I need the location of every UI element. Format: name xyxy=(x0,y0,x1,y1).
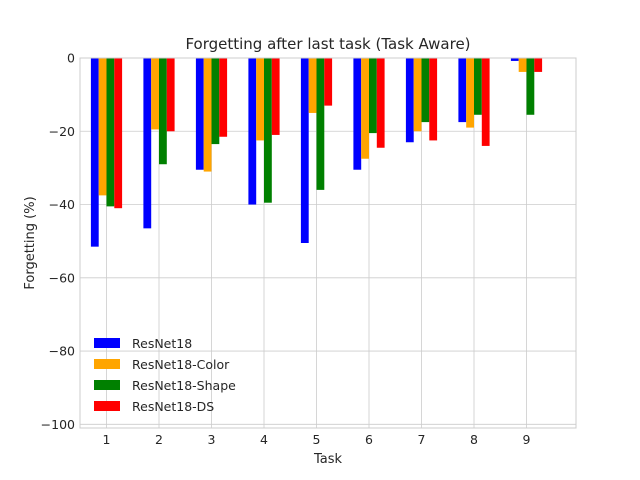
bar-4-task-9 xyxy=(534,58,543,72)
bar-4-task-5 xyxy=(324,58,333,106)
x-tick-label: 4 xyxy=(260,432,268,447)
bar-1-task-5 xyxy=(300,58,309,243)
bar-1-task-4 xyxy=(248,58,257,205)
bar-3-task-8 xyxy=(474,58,482,115)
x-tick-label: 2 xyxy=(155,432,163,447)
y-tick-label: −80 xyxy=(49,344,75,359)
x-axis-label: Task xyxy=(313,452,343,467)
y-tick-label: −60 xyxy=(49,270,75,285)
y-tick-label: −40 xyxy=(49,197,75,212)
x-tick-label: 5 xyxy=(313,432,321,447)
bars xyxy=(90,58,543,247)
bar-1-task-1 xyxy=(90,58,99,247)
legend-swatch xyxy=(94,338,120,348)
x-tick-label: 7 xyxy=(418,432,426,447)
bar-4-task-1 xyxy=(114,58,123,209)
legend-label: ResNet18-DS xyxy=(132,399,214,414)
bar-2-task-1 xyxy=(98,58,107,196)
legend-swatch xyxy=(94,359,120,369)
bar-2-task-9 xyxy=(518,58,527,72)
plot-frame xyxy=(79,57,577,429)
bar-1-task-2 xyxy=(143,58,152,229)
y-tick-label: 0 xyxy=(67,51,75,66)
chart-title: Forgetting after last task (Task Aware) xyxy=(185,35,470,53)
bar-2-task-3 xyxy=(203,58,212,172)
legend-label: ResNet18-Shape xyxy=(132,378,236,393)
bar-1-task-6 xyxy=(353,58,362,170)
bar-2-task-5 xyxy=(308,58,317,113)
bar-2-task-4 xyxy=(256,58,264,141)
x-tick-label: 8 xyxy=(470,432,478,447)
bar-3-task-9 xyxy=(526,58,535,115)
bar-3-task-2 xyxy=(159,58,167,165)
bar-1-task-3 xyxy=(195,58,204,170)
bar-4-task-3 xyxy=(219,58,228,137)
bar-4-task-8 xyxy=(481,58,490,146)
x-tick-label: 3 xyxy=(208,432,216,447)
bar-2-task-7 xyxy=(413,58,422,132)
bar-1-task-7 xyxy=(405,58,414,143)
bar-3-task-1 xyxy=(106,58,115,207)
bar-2-task-8 xyxy=(466,58,474,128)
bar-3-task-4 xyxy=(264,58,272,203)
bar-3-task-6 xyxy=(369,58,377,134)
bar-2-task-6 xyxy=(361,58,369,159)
legend-swatch xyxy=(94,401,120,411)
x-tick-label: 6 xyxy=(365,432,373,447)
bar-2-task-2 xyxy=(151,58,159,130)
x-tick-label: 9 xyxy=(523,432,531,447)
bar-3-task-5 xyxy=(316,58,325,190)
bar-3-task-7 xyxy=(421,58,430,123)
legend-label: ResNet18 xyxy=(132,336,192,351)
bar-4-task-6 xyxy=(376,58,385,148)
legend: ResNet18 ResNet18-Color ResNet18-Shape ResN… xyxy=(94,336,236,414)
tick-labels: 0 −20 −40 −60 −80 −100 1 2 3 4 5 6 7 8 9 xyxy=(41,51,531,448)
bar-1-task-9 xyxy=(510,58,519,61)
y-tick-label: −100 xyxy=(41,417,75,432)
y-tick-label: −20 xyxy=(49,124,75,139)
bar-4-task-7 xyxy=(429,58,438,141)
bar-3-task-3 xyxy=(211,58,220,145)
y-axis-label: Forgetting (%) xyxy=(23,196,38,289)
legend-swatch xyxy=(94,380,120,390)
bar-1-task-8 xyxy=(458,58,467,123)
bar-4-task-2 xyxy=(166,58,175,132)
bar-4-task-4 xyxy=(271,58,280,135)
x-tick-label: 1 xyxy=(103,432,111,447)
legend-label: ResNet18-Color xyxy=(132,357,230,372)
